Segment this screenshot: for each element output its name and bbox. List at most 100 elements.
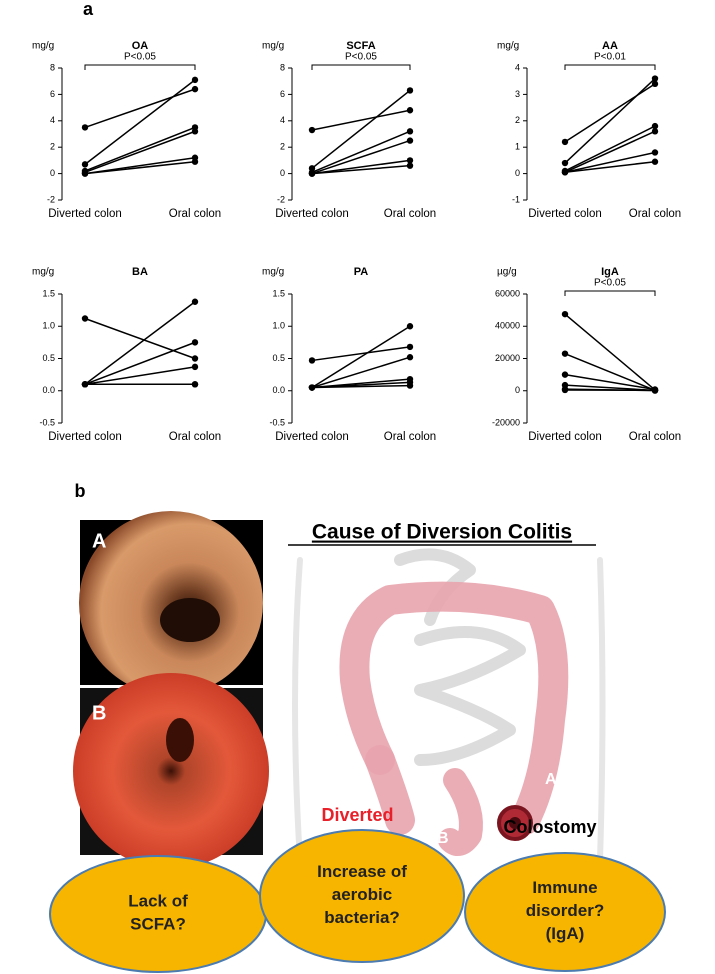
significance-bracket bbox=[84, 64, 196, 70]
text-line: (IgA) bbox=[546, 924, 585, 943]
data-point bbox=[191, 381, 199, 388]
data-point bbox=[191, 363, 199, 371]
pair-line bbox=[84, 366, 196, 386]
data-point bbox=[561, 169, 569, 176]
data-point bbox=[406, 107, 414, 114]
data-point bbox=[651, 128, 659, 135]
colon-label: B bbox=[437, 830, 449, 847]
data-point bbox=[406, 343, 414, 351]
y-unit: µg/g bbox=[497, 267, 517, 278]
data-point bbox=[81, 170, 89, 177]
x-tick-label: Diverted colon bbox=[48, 431, 122, 443]
pair-line bbox=[311, 109, 411, 131]
pair-line bbox=[564, 125, 656, 172]
y-tick-label: 0.0 bbox=[272, 385, 285, 395]
x-tick-label: Diverted colon bbox=[48, 208, 122, 220]
y-tick-label: 4 bbox=[515, 62, 520, 72]
y-tick-label: -2 bbox=[277, 194, 285, 204]
pair-line bbox=[564, 78, 656, 164]
y-tick-label: 0.5 bbox=[42, 353, 55, 363]
p-value: P<0.05 bbox=[345, 52, 377, 63]
cause-text: Increase of aerobic bacteria? bbox=[317, 862, 407, 927]
chart-title: BA bbox=[132, 266, 148, 278]
data-point bbox=[191, 339, 199, 346]
data-point bbox=[651, 158, 659, 165]
y-tick-label: 0 bbox=[515, 385, 520, 395]
panel-label: a bbox=[83, 0, 94, 19]
text-line: SCFA? bbox=[130, 915, 186, 934]
cause-bubble bbox=[259, 829, 465, 963]
x-tick-label: Diverted colon bbox=[528, 208, 602, 220]
pair-line bbox=[84, 79, 196, 165]
data-point bbox=[406, 323, 414, 330]
chart-title: PA bbox=[354, 266, 369, 278]
y-tick-label: 4 bbox=[280, 115, 285, 125]
data-point bbox=[561, 138, 569, 146]
y-tick-label: 40000 bbox=[495, 321, 520, 331]
y-tick-label: 1 bbox=[515, 142, 520, 152]
x-tick-label: Oral colon bbox=[384, 208, 436, 220]
pair-line bbox=[564, 313, 656, 391]
data-point bbox=[651, 75, 659, 82]
pair-line bbox=[311, 164, 411, 175]
data-point bbox=[81, 124, 89, 131]
pair-line bbox=[311, 89, 411, 169]
x-tick-label: Oral colon bbox=[169, 431, 221, 443]
y-tick-label: 1.5 bbox=[42, 288, 55, 298]
data-point bbox=[561, 371, 569, 378]
pair-line bbox=[311, 384, 411, 389]
y-tick-label: 20000 bbox=[495, 353, 520, 363]
pair-line bbox=[311, 356, 411, 389]
p-value: P<0.05 bbox=[124, 52, 156, 63]
data-point bbox=[406, 157, 414, 164]
pair-line bbox=[84, 88, 196, 129]
pair-line bbox=[84, 160, 196, 175]
y-tick-label: 0 bbox=[280, 168, 285, 178]
text-line: Immune bbox=[532, 878, 597, 897]
x-tick-label: Diverted colon bbox=[275, 208, 349, 220]
endoscopy-photos bbox=[73, 511, 269, 869]
pair-line bbox=[311, 325, 411, 389]
pair-line bbox=[84, 130, 196, 173]
y-tick-label: 1.5 bbox=[272, 288, 285, 298]
y-tick-label: 6 bbox=[280, 89, 285, 99]
data-point bbox=[81, 161, 89, 168]
cause-text: Immune disorder? (IgA) bbox=[526, 878, 604, 943]
y-tick-label: 6 bbox=[50, 89, 55, 99]
y-tick-label: 4 bbox=[50, 115, 55, 125]
pair-line bbox=[311, 130, 411, 173]
significance-bracket bbox=[564, 64, 656, 70]
x-tick-label: Oral colon bbox=[629, 431, 681, 443]
y-tick-label: 1.0 bbox=[42, 321, 55, 331]
y-tick-label: -2 bbox=[47, 194, 55, 204]
y-tick-label: 60000 bbox=[495, 288, 520, 298]
data-point bbox=[308, 357, 316, 364]
text-line: Diverted bbox=[321, 805, 393, 825]
x-tick-label: Oral colon bbox=[169, 208, 221, 220]
y-unit: mg/g bbox=[262, 267, 284, 278]
y-tick-label: 2 bbox=[50, 142, 55, 152]
colon-illustration bbox=[292, 548, 606, 863]
y-tick-label: 8 bbox=[50, 62, 55, 72]
data-point bbox=[406, 137, 414, 144]
y-tick-label: 1.0 bbox=[272, 321, 285, 331]
y-tick-label: 2 bbox=[515, 115, 520, 125]
data-point bbox=[406, 354, 414, 361]
pair-line bbox=[84, 341, 196, 386]
significance-bracket bbox=[564, 290, 656, 296]
data-point bbox=[191, 298, 199, 305]
chart-title: OA bbox=[132, 40, 149, 52]
chart-title: AA bbox=[602, 40, 618, 52]
colon-label: A bbox=[545, 771, 557, 788]
y-tick-label: 0 bbox=[515, 168, 520, 178]
pair-line bbox=[84, 126, 196, 172]
data-point bbox=[308, 170, 316, 177]
figure-title: Cause of Diversion Colitis bbox=[312, 521, 572, 544]
data-point bbox=[651, 387, 659, 394]
y-tick-label: -1 bbox=[512, 194, 520, 204]
data-point bbox=[561, 386, 569, 394]
p-value: P<0.05 bbox=[594, 278, 626, 289]
text-line: Increase of bbox=[317, 862, 407, 881]
photo-label: A bbox=[92, 530, 106, 552]
